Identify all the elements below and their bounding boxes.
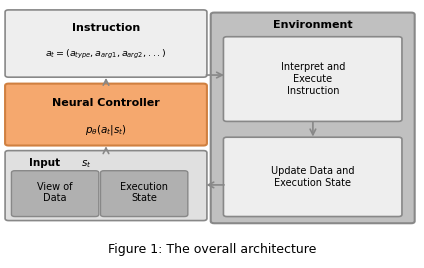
FancyBboxPatch shape (211, 13, 415, 223)
Text: $s_t$: $s_t$ (81, 158, 91, 170)
FancyBboxPatch shape (223, 137, 402, 217)
Text: View of
Data: View of Data (37, 182, 73, 203)
Text: Neural Controller: Neural Controller (52, 98, 160, 108)
FancyBboxPatch shape (5, 151, 207, 221)
Text: Update Data and
Execution State: Update Data and Execution State (271, 166, 354, 188)
Text: Instruction: Instruction (72, 23, 140, 33)
Text: Figure 1: The overall architecture: Figure 1: The overall architecture (108, 243, 316, 256)
FancyBboxPatch shape (223, 37, 402, 121)
Text: $a_t =(a_{type}, a_{arg1}, a_{arg2}, ...)$: $a_t =(a_{type}, a_{arg1}, a_{arg2}, ...… (45, 49, 167, 61)
FancyBboxPatch shape (5, 10, 207, 77)
Text: $p_{\theta}(a_t | s_t)$: $p_{\theta}(a_t | s_t)$ (85, 123, 127, 137)
FancyBboxPatch shape (5, 84, 207, 146)
FancyBboxPatch shape (11, 171, 99, 217)
FancyBboxPatch shape (100, 171, 188, 217)
Text: Execution
State: Execution State (120, 182, 168, 203)
Text: Environment: Environment (273, 20, 353, 31)
Text: Interpret and
Execute
Instruction: Interpret and Execute Instruction (281, 62, 345, 96)
Text: Input: Input (29, 158, 60, 169)
